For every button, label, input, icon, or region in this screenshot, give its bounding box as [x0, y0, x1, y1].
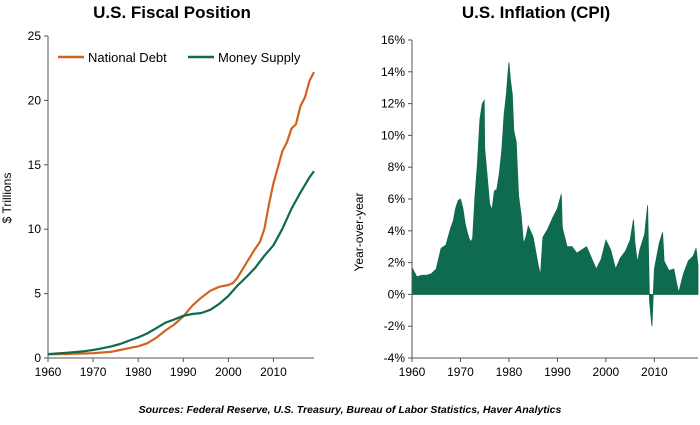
inflation-y-tick-label: 6%	[388, 192, 406, 206]
inflation-y-tick-label: -2%	[384, 319, 406, 333]
inflation-y-tick-label: 0%	[388, 287, 406, 301]
inflation-y-tick-label: 2%	[388, 256, 406, 270]
fiscal-legend: National Debt Money Supply	[58, 50, 301, 65]
inflation-x-tick-label: 1960	[399, 365, 426, 379]
inflation-y-tick-label: -4%	[384, 351, 406, 365]
inflation-y-tick-label: 16%	[381, 33, 405, 47]
fiscal-y-tick-label: 5	[34, 287, 41, 301]
fiscal-y-tick-label: 10	[28, 222, 42, 236]
inflation-x-ticks: 1960 1970 1980 1990 2000 2010	[399, 358, 668, 379]
source-note: Sources: Federal Reserve, U.S. Treasury,…	[139, 404, 562, 416]
inflation-chart-title: U.S. Inflation (CPI)	[462, 3, 610, 22]
fiscal-series	[47, 71, 315, 356]
fiscal-y-ticks: 0 5 10 15 20 25	[28, 29, 48, 365]
legend-label-money-supply: Money Supply	[218, 50, 301, 65]
fiscal-chart-title: U.S. Fiscal Position	[93, 3, 251, 22]
inflation-x-tick-label: 1970	[447, 365, 474, 379]
fiscal-chart: U.S. Fiscal Position $ Trillions 0 5 10 15 2…	[0, 3, 315, 379]
fiscal-y-tick-label: 0	[34, 351, 41, 365]
fiscal-y-axis-label: $ Trillions	[0, 173, 14, 224]
money-supply-line	[47, 170, 315, 356]
inflation-x-tick-label: 2000	[593, 365, 620, 379]
inflation-y-tick-label: 10%	[381, 128, 405, 142]
national-debt-line	[47, 71, 315, 356]
fiscal-y-tick-label: 20	[28, 93, 42, 107]
fiscal-x-tick-label: 1960	[35, 365, 62, 379]
inflation-y-axis-label: Year-over-year	[352, 193, 366, 272]
inflation-x-tick-label: 2010	[641, 365, 668, 379]
inflation-y-ticks: -4% -2% 0% 2% 4% 6% 8% 10% 12% 14% 16%	[381, 33, 412, 365]
inflation-x-tick-label: 1980	[496, 365, 523, 379]
inflation-chart: U.S. Inflation (CPI) Year-over-year -4%-…	[352, 3, 699, 379]
fiscal-x-tick-label: 2010	[260, 365, 287, 379]
fiscal-x-tick-label: 1970	[80, 365, 107, 379]
inflation-x-tick-label: 1990	[544, 365, 571, 379]
fiscal-x-ticks: 1960 1970 1980 1990 2000 2010	[35, 358, 287, 379]
inflation-series	[411, 62, 699, 327]
legend-label-national-debt: National Debt	[88, 50, 167, 65]
fiscal-x-tick-label: 2000	[215, 365, 242, 379]
fiscal-x-tick-label: 1980	[125, 365, 152, 379]
inflation-y-tick-label: 8%	[388, 160, 406, 174]
cpi-inflation-area	[411, 62, 699, 327]
fiscal-y-tick-label: 15	[28, 158, 42, 172]
inflation-y-tick-label: 12%	[381, 97, 405, 111]
inflation-y-tick-label: 4%	[388, 224, 406, 238]
fiscal-x-tick-label: 1990	[170, 365, 197, 379]
inflation-y-tick-label: 14%	[381, 65, 405, 79]
fiscal-y-tick-label: 25	[28, 29, 42, 43]
